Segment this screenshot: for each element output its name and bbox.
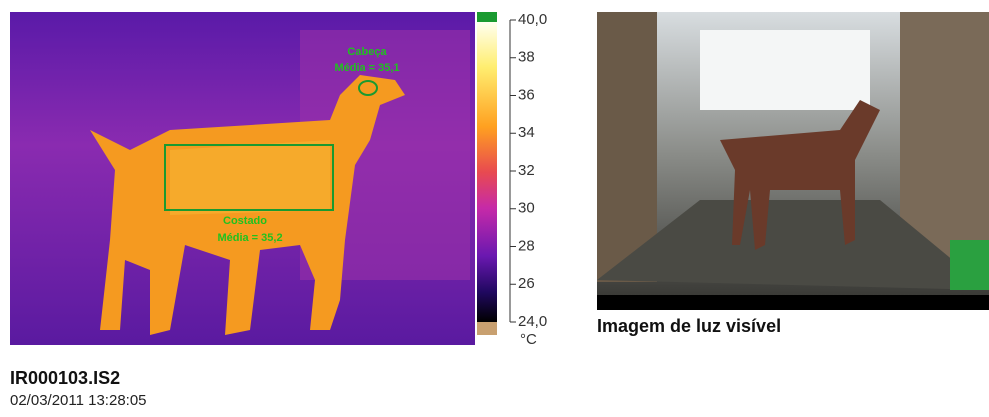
scale-unit: °C <box>520 331 537 348</box>
annotation-label: Cabeça <box>347 46 387 58</box>
scale-tick-label: 40,0 <box>518 11 547 28</box>
scale-tick-label: 32 <box>518 162 535 179</box>
scale-tick-label: 34 <box>518 124 535 141</box>
annotation-mean: Média = 35,1 <box>334 62 399 74</box>
scale-tick-label: 28 <box>518 237 535 254</box>
file-name: IR000103.IS2 <box>10 368 120 388</box>
figure: Cabeça Média = 35,1 Costado Média = 35,2… <box>0 0 989 412</box>
scale-tick-label: 24,0 <box>518 313 547 330</box>
photo <box>597 12 989 310</box>
photo-caption: Imagem de luz visível <box>597 316 781 336</box>
color-scale: °C 40,0 38 36 34 32 30 28 26 24,0 <box>477 11 547 348</box>
scale-tick-label: 30 <box>518 200 535 217</box>
annotation-mean: Média = 35,2 <box>217 232 282 244</box>
scale-tick-label: 38 <box>518 49 535 66</box>
thermal-image: Cabeça Média = 35,1 Costado Média = 35,2 <box>10 12 475 345</box>
annotation-label: Costado <box>223 215 267 227</box>
scale-tick-label: 26 <box>518 275 535 292</box>
scale-tick-label: 36 <box>518 86 535 103</box>
timestamp: 02/03/2011 13:28:05 <box>10 392 147 409</box>
page: Cabeça Média = 35,1 Costado Média = 35,2… <box>0 0 989 412</box>
